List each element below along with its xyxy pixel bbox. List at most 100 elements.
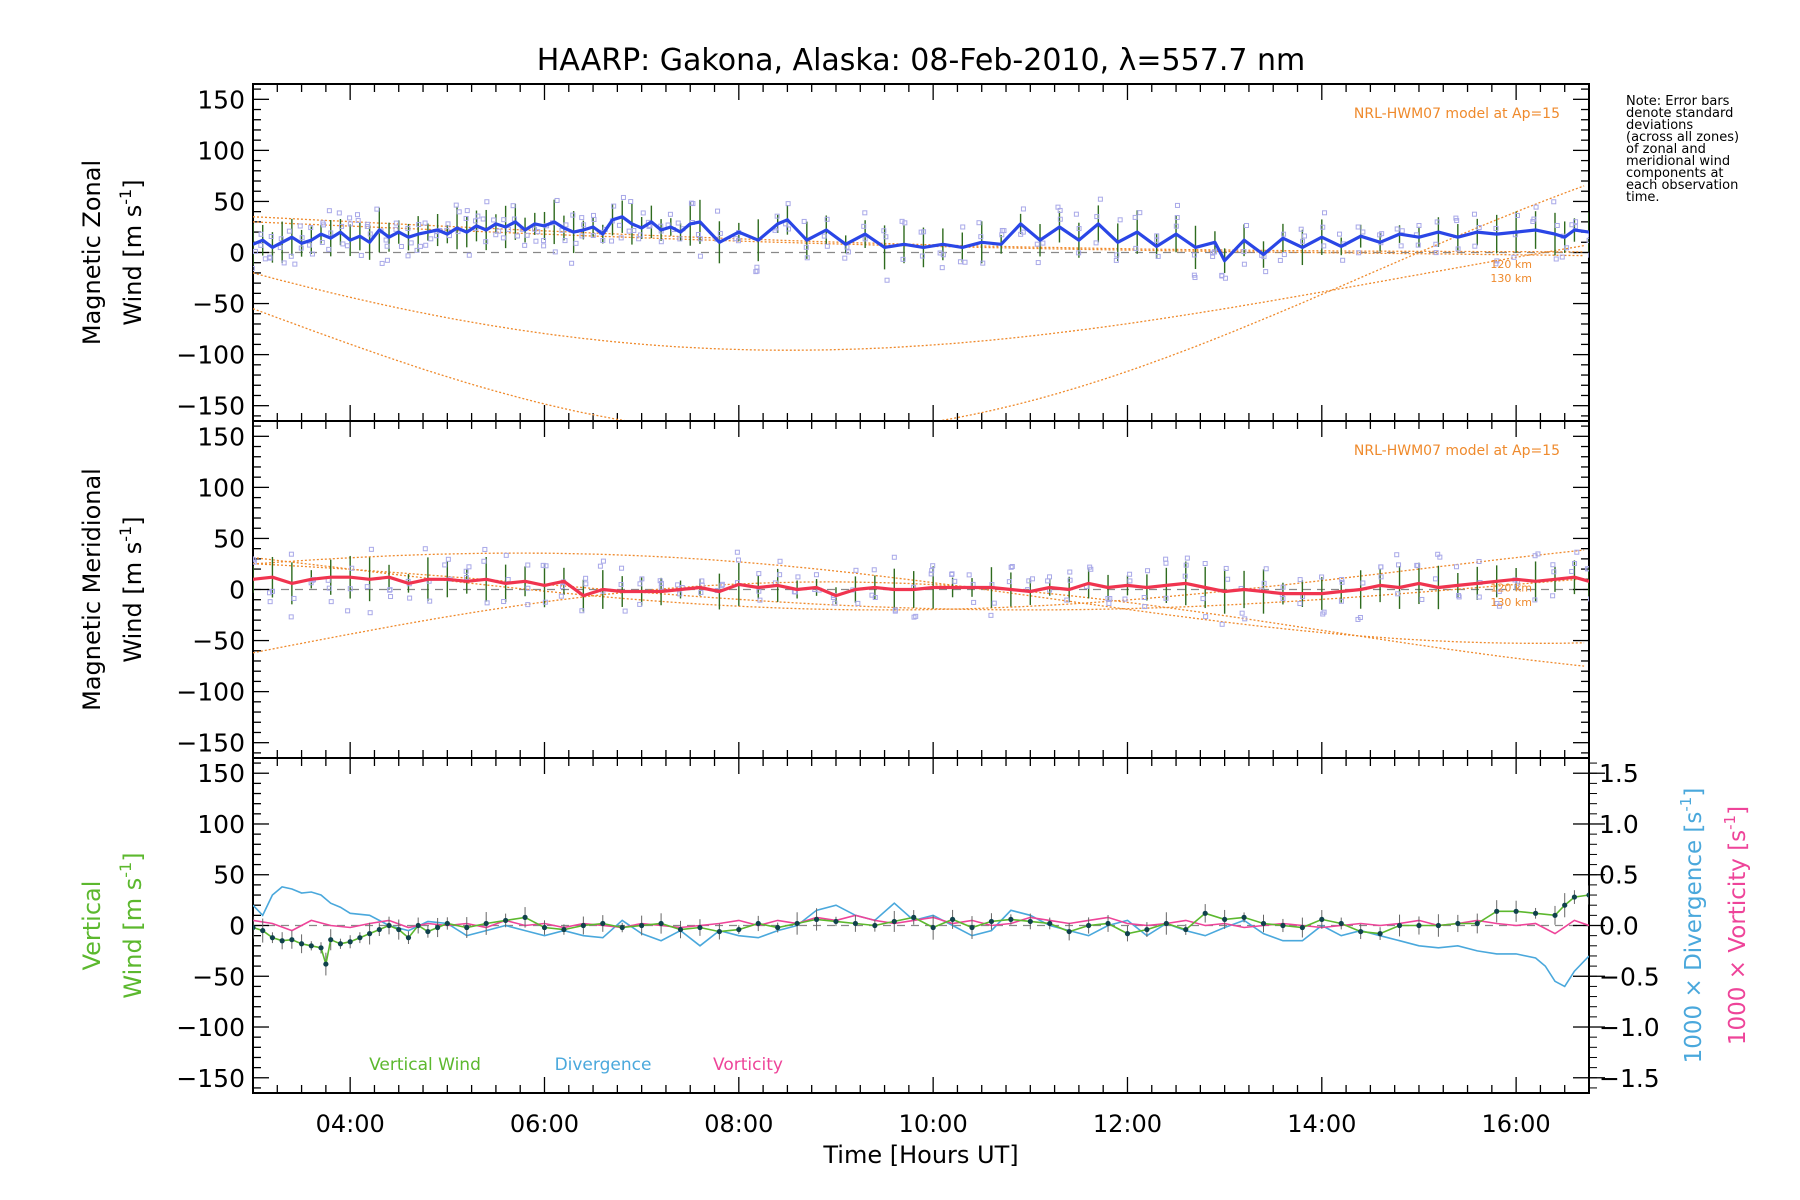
vertical-wind-point <box>813 916 820 923</box>
observation-point <box>466 252 472 258</box>
vertical-wind-point <box>1105 920 1111 927</box>
chart-title: HAARP: Gakona, Alaska: 08-Feb-2010, λ=55… <box>537 43 1305 78</box>
observation-point <box>1163 556 1169 562</box>
observation-point <box>757 597 763 603</box>
observation-point <box>541 243 547 249</box>
observation-point <box>824 216 830 222</box>
observation-point <box>1242 616 1248 622</box>
observation-point <box>1200 596 1206 602</box>
observation-point <box>1155 253 1161 259</box>
observation-point <box>417 243 423 249</box>
note-line: denote standard <box>1626 106 1734 121</box>
observation-point <box>842 255 848 261</box>
observation-point <box>1320 611 1326 617</box>
observation-point <box>1572 560 1578 566</box>
observation-point <box>1494 601 1500 607</box>
observation-point <box>845 249 851 255</box>
vertical-wind-point <box>1124 931 1131 937</box>
observation-point <box>892 607 898 613</box>
observation-point <box>1587 232 1589 238</box>
observation-point <box>1006 579 1012 585</box>
observation-point <box>541 238 547 244</box>
observation-point <box>281 260 287 266</box>
observation-point <box>1297 577 1303 583</box>
observation-point <box>862 236 868 242</box>
observation-point <box>267 599 273 605</box>
observation-point <box>398 243 404 249</box>
observation-point <box>269 588 275 594</box>
observation-point <box>1174 215 1180 221</box>
vertical-wind-point <box>1260 920 1267 927</box>
model-curve <box>253 581 1585 667</box>
observation-point <box>1076 250 1082 256</box>
y-tick-label: 0 <box>229 239 245 268</box>
observation-point <box>1241 261 1247 267</box>
observation-point <box>1535 551 1541 557</box>
model-note: NRL-HWM07 model at Ap=15 <box>1354 443 1560 459</box>
observation-point <box>1047 574 1053 580</box>
observation-point <box>1008 564 1014 570</box>
observation-point <box>637 601 643 607</box>
observation-point <box>258 231 264 237</box>
observation-point <box>1280 596 1286 602</box>
divergence-line <box>253 886 1589 988</box>
observation-point <box>1219 621 1225 627</box>
observation-point <box>1239 610 1245 616</box>
vertical-wind-point <box>347 939 353 945</box>
observation-point <box>347 586 353 592</box>
observation-point <box>1073 211 1079 217</box>
model-level-label: 130 km <box>1490 596 1532 609</box>
vorticity-axis-label-text: 1000 × Vorticity [s-1] <box>1721 806 1751 1045</box>
observation-point <box>1026 578 1032 584</box>
observation-point <box>501 599 507 605</box>
observation-point <box>1067 577 1073 583</box>
y-tick-label: 100 <box>197 473 245 502</box>
observation-point <box>971 599 977 605</box>
observation-point <box>900 256 906 262</box>
y-tick-label: 100 <box>197 136 245 165</box>
vertical-wind-point <box>852 920 859 927</box>
observation-point <box>277 245 283 251</box>
observation-point <box>821 233 827 239</box>
vertical-wind-point <box>969 924 975 931</box>
observation-point <box>349 565 355 571</box>
vertical-wind-point <box>366 931 373 937</box>
observation-point <box>1398 243 1404 249</box>
observation-point <box>503 552 509 558</box>
observation-point <box>1154 233 1160 239</box>
observation-point <box>637 232 643 238</box>
observation-point <box>383 237 389 243</box>
observation-point <box>1564 245 1570 251</box>
model-level-label: 130 km <box>1490 272 1532 285</box>
right-y-tick-label: −1.5 <box>1599 1064 1660 1093</box>
y-tick-label: 50 <box>213 861 245 890</box>
observation-point <box>320 220 326 226</box>
vertical-wind-point <box>1455 920 1461 927</box>
vertical-wind-point <box>600 920 606 927</box>
observation-point <box>570 212 576 218</box>
x-tick-label: 12:00 <box>1093 1110 1162 1138</box>
y-axis-label-line2: Wind [m s-1] <box>116 516 147 662</box>
observation-point <box>445 556 451 562</box>
vertical-wind-point <box>930 924 936 931</box>
vertical-wind-point <box>279 938 285 944</box>
observation-point <box>328 230 334 236</box>
observation-point <box>695 232 701 238</box>
vertical-wind-point <box>1183 926 1189 933</box>
observation-point <box>388 594 394 600</box>
observation-point <box>248 214 252 218</box>
observation-point <box>328 599 334 605</box>
observation-point <box>1339 576 1345 582</box>
observation-point <box>358 252 364 258</box>
observation-point <box>292 261 298 267</box>
observation-point <box>496 228 502 234</box>
observation-point <box>1340 257 1346 263</box>
observation-point <box>777 558 783 564</box>
observation-point <box>542 599 548 605</box>
observation-point <box>675 220 681 226</box>
vertical-wind-point <box>1086 922 1092 929</box>
observation-point <box>1378 564 1384 570</box>
observation-point <box>355 217 361 223</box>
observation-point <box>1454 218 1460 224</box>
observation-point <box>1203 614 1209 620</box>
